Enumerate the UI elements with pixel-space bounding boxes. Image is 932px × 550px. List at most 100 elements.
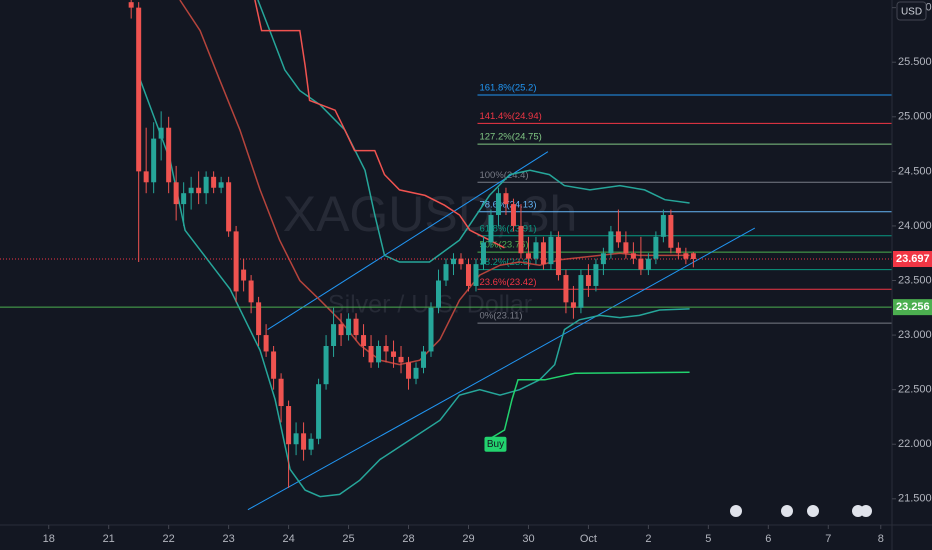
candle-body (233, 231, 239, 292)
x-tick-label: 23 (222, 533, 234, 545)
x-tick-label: 7 (825, 533, 831, 545)
candle-body (638, 258, 644, 270)
candle-body (383, 345, 389, 352)
price-label: 23.256 (896, 301, 930, 313)
price-label: 23.697 (896, 253, 930, 265)
fib-level-label: 141.4%(24.94) (479, 111, 541, 122)
fib-level-label: 0%(23.11) (479, 311, 522, 322)
candle-body (398, 356, 404, 363)
currency-label[interactable]: USD (901, 7, 922, 18)
candle-body (353, 318, 359, 336)
event-icon (860, 505, 872, 517)
candle-body (368, 345, 374, 363)
signal-label: Buy (487, 439, 504, 450)
candle-body (143, 171, 149, 183)
event-icon (781, 505, 793, 517)
candle-body (510, 204, 516, 226)
y-tick-label: 23.500 (898, 274, 932, 286)
candle-body (615, 231, 621, 243)
x-tick-label: 6 (765, 533, 771, 545)
candle-body (608, 231, 614, 254)
candle-body (188, 187, 194, 194)
candle-body (563, 275, 569, 303)
candle-body (585, 275, 591, 286)
candle-body (316, 384, 322, 439)
y-tick-label: 21.500 (898, 493, 932, 505)
candle-body (211, 176, 217, 188)
candle-body (128, 2, 134, 8)
candle-body (158, 127, 164, 139)
candle-body (443, 264, 449, 281)
x-tick-label: 8 (878, 533, 884, 545)
candle-body (548, 236, 554, 265)
fib-level-label: 50%(23.76) (479, 240, 528, 251)
y-tick-label: 22.500 (898, 384, 932, 396)
watermark-title: XAGUSD, 3h (283, 186, 578, 242)
candle-body (391, 351, 397, 357)
candle-body (600, 253, 606, 265)
candle-body (203, 176, 209, 194)
indicator-line (487, 371, 690, 441)
candle-body (465, 264, 471, 286)
candle-body (668, 215, 674, 248)
plot-area: 161.8%(25.2) 141.4%(24.94) 127.2%(24.75) 10… (0, 0, 892, 511)
candle-body (218, 182, 224, 188)
candle-body (533, 242, 539, 259)
y-tick-label: 23.000 (898, 329, 932, 341)
candle-body (248, 280, 254, 303)
price-label-box (893, 251, 932, 268)
candle-body (346, 318, 352, 336)
candle-body (593, 264, 599, 286)
candle-body (555, 236, 561, 276)
fib-level-label: 23.6%(23.42) (479, 277, 536, 288)
candle-body (308, 438, 314, 450)
indicator-line (139, 79, 690, 498)
event-icon (807, 505, 819, 517)
candle-body (413, 367, 419, 379)
candle-body (226, 182, 232, 232)
x-tick-label: 28 (402, 533, 414, 545)
event-icon (730, 505, 742, 517)
candle-body (181, 193, 187, 205)
candle-body (690, 253, 696, 260)
candle-body (480, 242, 486, 265)
fib-level-label: 100%(24.4) (479, 170, 528, 181)
candle-body (196, 187, 202, 194)
x-tick-label: 30 (522, 533, 534, 545)
candle-body (436, 280, 442, 308)
candle-body (173, 182, 179, 205)
candle-body (241, 269, 247, 281)
candle-body (301, 433, 307, 450)
candle-body (376, 345, 382, 363)
candle-body (645, 258, 651, 270)
candle-body (293, 433, 299, 445)
candle-body (488, 215, 494, 243)
candle-body (166, 127, 172, 183)
currency-badge[interactable] (896, 1, 927, 21)
candle-body (525, 253, 531, 259)
trendline (267, 151, 549, 331)
candle-body (495, 193, 501, 216)
event-icons (730, 505, 872, 517)
candle-body (653, 236, 659, 259)
trendline (247, 227, 756, 511)
candle-body (271, 351, 277, 379)
candle-body (256, 302, 262, 336)
candle-body (630, 253, 636, 259)
candle-body (450, 258, 456, 265)
candle-body (338, 324, 344, 336)
candle-body (458, 258, 464, 265)
candle-body (503, 193, 509, 205)
candle-body (578, 275, 584, 308)
fib-level-label: 61.8%(23.91) (479, 223, 536, 234)
fib-level-label: 127.2%(24.75) (479, 132, 541, 143)
candle-body (675, 247, 681, 254)
candle-body (660, 215, 666, 237)
candle-body (623, 242, 629, 254)
candle-body (421, 351, 427, 368)
x-tick-label: 29 (462, 533, 474, 545)
candle-body (473, 264, 479, 286)
signal-box (484, 436, 507, 452)
fib-level-label: 78.6%(24.13) (479, 199, 536, 210)
